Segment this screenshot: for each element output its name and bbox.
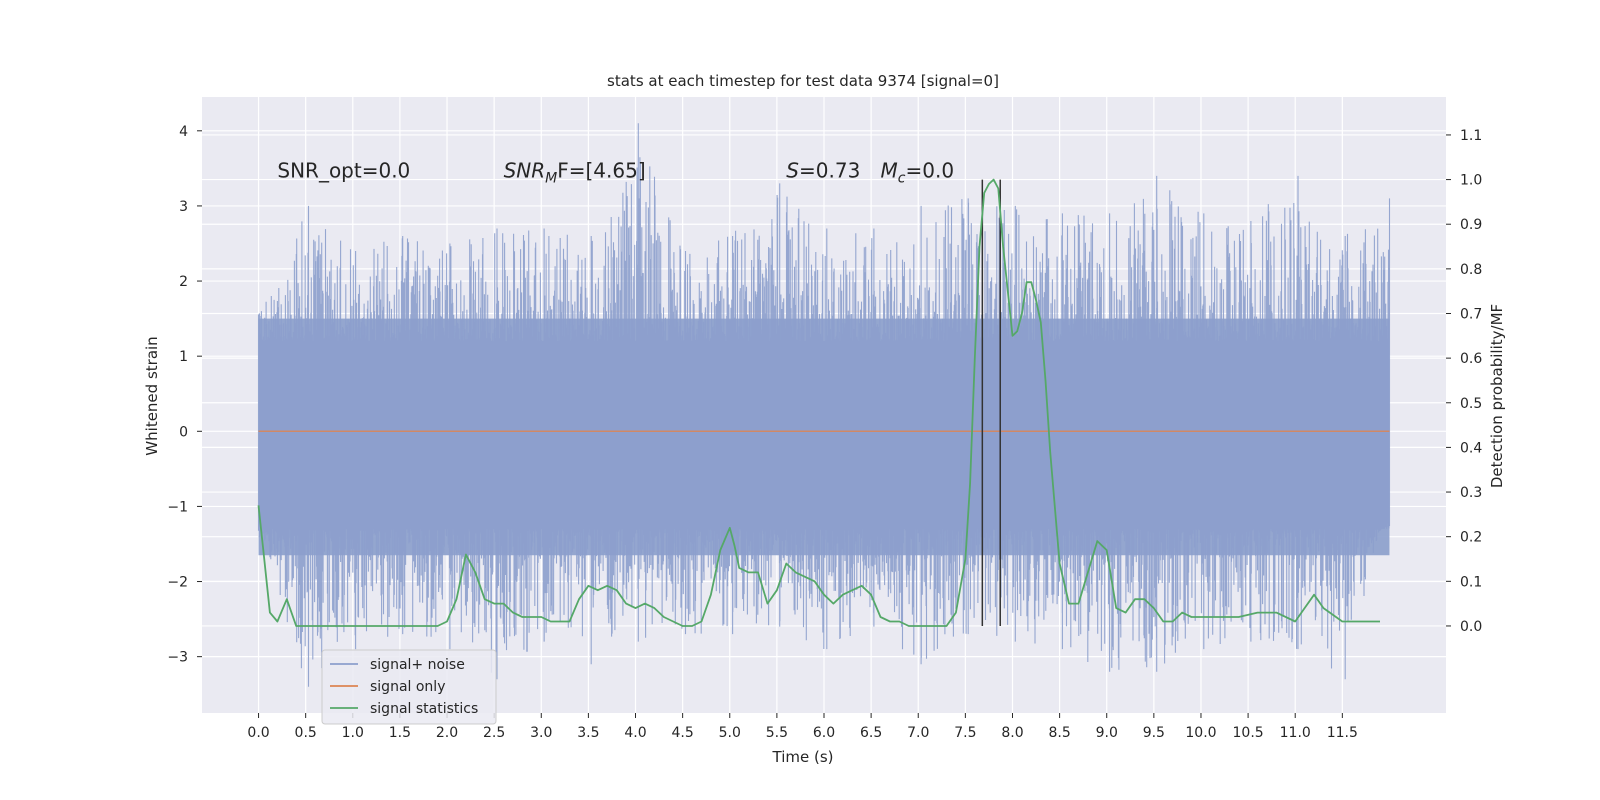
x-tick-label-21: 10.5 [1233,725,1264,741]
x-tick-label-19: 9.5 [1143,725,1165,741]
y-right-tick-label-4: 0.4 [1460,440,1482,456]
legend-label-0: signal+ noise [370,657,465,673]
y-right-axis-ticks: 0.0 0.1 0.2 0.3 0.4 0.5 0.6 0.7 0.8 0.9 1.0 1.1 [1446,128,1482,635]
x-tick-label-4: 2.0 [436,725,458,741]
x-tick-label-2: 1.0 [342,725,364,741]
x-tick-label-7: 3.5 [577,725,599,741]
x-tick-label-14: 7.0 [907,725,929,741]
y-right-tick-label-1: 0.1 [1460,574,1482,590]
y-left-axis-ticks: −3 −2 −1 0 1 2 3 4 [167,124,202,666]
x-tick-label-5: 2.5 [483,725,505,741]
y-left-tick-label-6: 3 [179,199,188,215]
annotation-1: SNRMF=[4.65] [504,159,646,187]
x-tick-label-11: 5.5 [766,725,788,741]
y-left-tick-label-0: −3 [167,650,188,666]
y-left-axis-label: Whitened strain [143,336,161,455]
y-right-tick-label-7: 0.7 [1460,306,1482,322]
legend-label-2: signal statistics [370,701,478,717]
series-signal-noise [257,123,1391,687]
y-right-tick-label-11: 1.1 [1460,128,1482,144]
x-tick-label-17: 8.5 [1048,725,1070,741]
x-tick-label-8: 4.0 [624,725,646,741]
x-tick-label-15: 7.5 [954,725,976,741]
annotation-0: SNR_opt=0.0 [277,159,410,183]
y-left-tick-label-7: 4 [179,124,188,140]
legend-label-1: signal only [370,679,445,695]
x-tick-label-12: 6.0 [813,725,835,741]
x-tick-label-0: 0.0 [247,725,269,741]
y-left-tick-label-4: 1 [179,349,188,365]
marker-lines [981,179,1001,626]
x-tick-label-22: 11.0 [1280,725,1311,741]
y-left-tick-label-1: −2 [167,575,188,591]
series-signal-statistics [257,178,1380,627]
chart-title: stats at each timestep for test data 937… [607,72,999,90]
x-tick-label-18: 9.0 [1096,725,1118,741]
annotation-2: S=0.73 [786,159,860,183]
x-tick-label-16: 8.0 [1001,725,1023,741]
x-tick-label-23: 11.5 [1327,725,1358,741]
x-axis-label: Time (s) [772,748,834,766]
y-right-axis-label: Detection probability/MF [1488,304,1506,488]
y-left-tick-label-5: 2 [179,274,188,290]
x-tick-label-20: 10.0 [1185,725,1216,741]
y-right-tick-label-10: 1.0 [1460,173,1482,189]
noise-trace [257,123,1391,687]
x-tick-label-10: 5.0 [719,725,741,741]
y-right-tick-label-8: 0.8 [1460,262,1482,278]
legend-box [321,649,497,725]
x-tick-label-13: 6.5 [860,725,882,741]
x-axis-ticks: 0.0 0.5 1.0 1.5 2.0 2.5 3.0 3.5 4.0 4.5 5.0 5.5 6.0 6… [247,713,1358,741]
y-right-tick-label-9: 0.9 [1460,217,1482,233]
x-tick-label-9: 4.5 [672,725,694,741]
y-right-tick-label-6: 0.6 [1460,351,1482,367]
annotation-3: Mc=0.0 [881,159,955,187]
x-tick-label-1: 0.5 [295,725,317,741]
y-right-tick-label-3: 0.3 [1460,485,1482,501]
y-right-tick-label-0: 0.0 [1460,619,1482,635]
y-left-tick-label-2: −1 [167,499,188,515]
signal-statistics-line [257,178,1380,627]
y-left-tick-label-3: 0 [179,424,188,440]
annotations: SNR_opt=0.0 SNRMF=[4.65] S=0.73 Mc=0.0 [277,159,954,187]
legend: signal+ noise signal only signal statistic… [321,649,497,725]
y-right-tick-label-2: 0.2 [1460,530,1482,546]
x-tick-label-3: 1.5 [389,725,411,741]
y-right-tick-label-5: 0.5 [1460,396,1482,412]
x-tick-label-6: 3.0 [530,725,552,741]
